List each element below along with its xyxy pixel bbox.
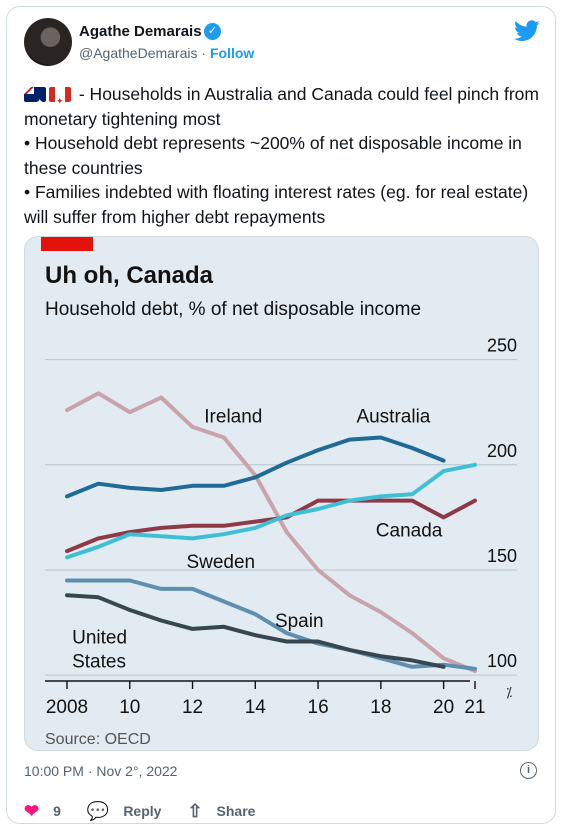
heart-icon: ❤: [24, 800, 40, 821]
tweet-line-1: - Households in Australia and Canada cou…: [24, 82, 539, 131]
x-tick-label: 14: [245, 697, 267, 718]
y-tick-label: 150: [487, 546, 517, 566]
series-label: United: [72, 628, 127, 649]
x-tick-label: 2008: [46, 697, 88, 718]
tweet-bullet-1: • Household debt represents ~200% of net…: [24, 133, 522, 178]
y-tick-label: 200: [487, 441, 517, 461]
x-tick-label: 12: [182, 697, 203, 718]
like-count: 9: [53, 803, 61, 819]
axis-break-icon: ⁒: [506, 684, 512, 700]
handle-separator: ·: [197, 45, 210, 61]
reply-icon: 💬: [86, 800, 110, 821]
series-line: [65, 462, 477, 560]
chart-svg: Uh oh, Canada Household debt, % of net di…: [41, 237, 517, 748]
canada-flag-icon: [49, 87, 71, 114]
series-label: Spain: [275, 611, 324, 632]
chart-subtitle: Household debt, % of net disposable inco…: [45, 299, 421, 320]
series-line: [65, 435, 446, 499]
verified-badge-icon: ✓: [204, 23, 221, 40]
australia-flag-icon: [24, 87, 46, 102]
chart-title: Uh oh, Canada: [45, 262, 214, 289]
share-icon: ⇧: [187, 800, 203, 821]
y-tick-label: 250: [487, 336, 517, 356]
x-tick-label: 20: [433, 697, 454, 718]
share-label: Share: [216, 803, 256, 819]
y-tick-label: 100: [487, 651, 517, 671]
series-label: States: [72, 652, 126, 673]
series-label: Canada: [376, 520, 443, 541]
series-line: [65, 578, 477, 671]
chart-image[interactable]: Uh oh, Canada Household debt, % of net di…: [24, 236, 539, 751]
series-label: Sweden: [186, 552, 255, 573]
series-line: [65, 391, 477, 673]
reply-label: Reply: [123, 803, 162, 819]
follow-button[interactable]: Follow: [209, 45, 255, 61]
x-tick-label: 21: [464, 697, 485, 718]
tweet-intro-text: - Households in Australia and Canada cou…: [24, 84, 539, 129]
tweet-bullet-2: • Families indebted with floating intere…: [24, 182, 529, 227]
info-icon[interactable]: i: [520, 762, 537, 779]
tweet-actions: ❤ 9 💬 Reply ⇧ Share: [24, 800, 281, 822]
author-handle[interactable]: @AgatheDemarais: [79, 45, 198, 61]
series-label: Ireland: [204, 407, 262, 428]
series-label: Australia: [356, 407, 430, 428]
tweet-text: - Households in Australia and Canada cou…: [24, 82, 539, 229]
share-button[interactable]: ⇧ Share: [187, 801, 255, 822]
twitter-bird-icon[interactable]: [514, 20, 540, 42]
author-handle-row: @AgatheDemarais · Follow: [79, 45, 254, 61]
x-tick-label: 18: [370, 697, 391, 718]
author-avatar[interactable]: [24, 18, 72, 66]
accent-bar: [41, 237, 93, 251]
author-name[interactable]: Agathe Demarais: [79, 23, 202, 40]
tweet-timestamp[interactable]: 10:00 PM · Nov 2°, 2022: [24, 763, 178, 779]
x-tick-label: 16: [308, 697, 329, 718]
series-line: [65, 593, 446, 669]
like-button[interactable]: ❤ 9: [24, 801, 61, 822]
x-tick-label: 10: [119, 697, 140, 718]
chart-source: Source: OECD: [45, 731, 151, 748]
reply-button[interactable]: 💬 Reply: [87, 801, 162, 822]
